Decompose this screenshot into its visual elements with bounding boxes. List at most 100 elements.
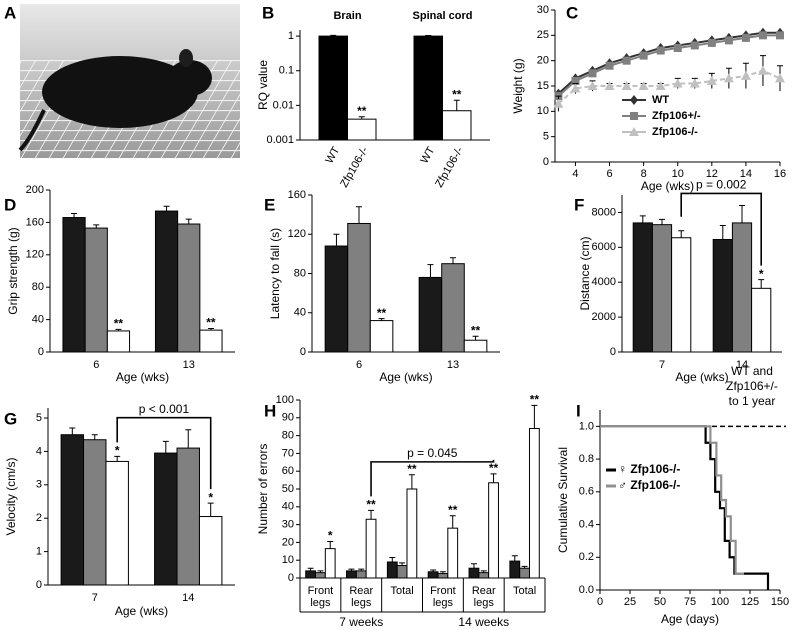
x-tick-label: 75: [684, 596, 696, 608]
y-tick-label: 30: [537, 4, 549, 16]
bar: [671, 237, 692, 353]
y-tick-label: 0.2: [579, 551, 594, 563]
error-bar: [114, 455, 121, 462]
error-bar: [91, 434, 98, 440]
y-axis-label: Weight (g): [511, 58, 525, 113]
y-axis-label: RQ value: [256, 60, 270, 110]
bar: [106, 330, 131, 353]
significance: *: [759, 267, 764, 281]
category-label: Rear: [472, 585, 496, 597]
y-tick-label: 80: [282, 430, 294, 442]
significance: *: [208, 490, 213, 504]
point: [672, 78, 683, 88]
significance: **: [452, 87, 462, 101]
point: [570, 83, 581, 93]
error-bar: [69, 427, 76, 435]
series-label: Zfp106-/-: [433, 145, 466, 190]
x-axis-label: Age (wks): [641, 179, 694, 193]
significance: **: [377, 306, 387, 320]
bar: [427, 571, 439, 579]
significance: **: [366, 498, 376, 512]
x-tick-label: 150: [771, 596, 789, 608]
bar: [62, 217, 86, 353]
bar: [347, 222, 371, 353]
error-bar: [472, 335, 479, 341]
error-bar: [399, 562, 406, 566]
point: [724, 36, 733, 45]
bar: [83, 439, 107, 586]
point: [571, 76, 580, 85]
significance: **: [471, 323, 481, 337]
group-label: 14 weeks: [458, 615, 509, 629]
point: [638, 81, 649, 90]
error-bar: [185, 218, 192, 225]
error-bar: [531, 404, 538, 429]
significance: **: [114, 316, 124, 330]
bar: [154, 210, 179, 353]
bar: [324, 548, 336, 579]
error-bar: [207, 502, 214, 517]
bar: [346, 570, 357, 579]
error-bar: [449, 515, 456, 529]
bar: [369, 320, 394, 353]
y-tick-label: 2000: [592, 311, 616, 323]
legend-label: ♂ Zfp106-/-: [618, 478, 680, 492]
y-tick-label: 25: [537, 29, 549, 41]
error-bar: [71, 212, 78, 218]
series-line: [557, 69, 781, 105]
error-bar: [327, 541, 334, 549]
y-tick-label: 5: [543, 131, 549, 143]
bar: [324, 245, 349, 353]
bar: [731, 222, 753, 353]
error-bar: [490, 473, 497, 483]
y-tick-label: 0: [36, 579, 42, 591]
y-tick-label: 15: [537, 80, 549, 92]
y-tick-label: 0: [543, 156, 549, 168]
bar: [305, 570, 317, 579]
series-label: WT: [418, 145, 437, 166]
y-tick-label: 1: [288, 30, 294, 42]
survival-curve: [600, 425, 770, 590]
x-tick-label: 100: [711, 596, 729, 608]
bar: [442, 110, 472, 141]
error-bar: [358, 116, 365, 120]
category-label: legs: [351, 597, 372, 609]
bar: [105, 460, 129, 586]
photo: [18, 4, 240, 158]
point: [707, 38, 716, 47]
significance: **: [530, 393, 540, 407]
bracket: [116, 416, 212, 490]
error-bar: [639, 215, 646, 223]
bar: [651, 224, 673, 353]
y-tick-label: 10: [537, 105, 549, 117]
x-tick-label: 12: [706, 168, 718, 180]
category-label: 14: [182, 592, 194, 604]
x-tick-label: 0: [597, 596, 603, 608]
error-bar: [425, 35, 432, 37]
panel-label: F: [574, 195, 584, 214]
series-label: WT: [323, 145, 342, 166]
legend-label: Zfp106+/-: [652, 110, 701, 122]
y-tick-label: 0.4: [579, 518, 594, 530]
y-tick-label: 0.0: [579, 584, 594, 596]
category-label: 14: [736, 359, 748, 371]
y-tick-label: 100: [276, 394, 294, 406]
bar: [176, 447, 200, 586]
error-bar: [356, 206, 362, 224]
legend-label: Zfp106-/-: [652, 126, 698, 138]
y-tick-label: 120: [26, 249, 44, 261]
y-tick-label: 160: [288, 189, 306, 201]
point: [673, 44, 682, 52]
category-label: Rear: [349, 585, 373, 597]
y-tick-label: 2: [36, 512, 42, 524]
error-bar: [163, 205, 170, 212]
y-tick-label: 0.01: [273, 99, 294, 111]
bracket: [370, 459, 495, 497]
error-bar: [307, 567, 314, 571]
error-bar: [348, 568, 355, 571]
y-tick-label: 3: [36, 479, 42, 491]
bar: [198, 516, 223, 586]
category-label: Front: [308, 585, 334, 597]
x-tick-label: 16: [774, 168, 786, 180]
y-tick-label: 50: [282, 483, 294, 495]
